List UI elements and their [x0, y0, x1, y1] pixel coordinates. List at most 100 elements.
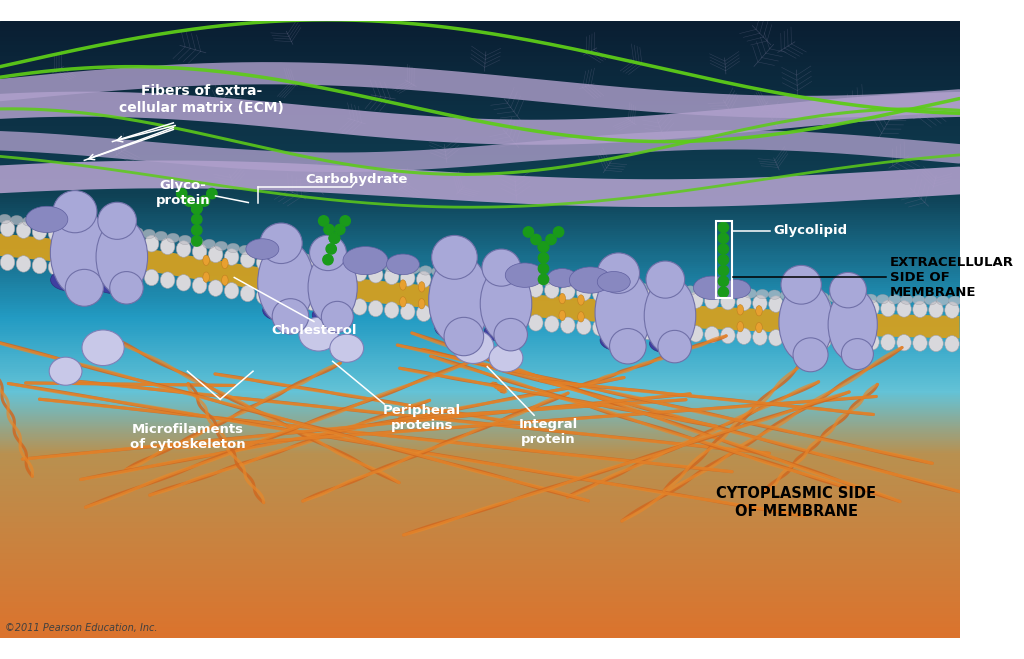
Ellipse shape [321, 295, 335, 312]
Ellipse shape [251, 247, 263, 256]
Bar [0, 291, 959, 293]
Ellipse shape [780, 291, 793, 300]
Bar [0, 439, 959, 441]
Ellipse shape [453, 330, 494, 364]
Ellipse shape [23, 217, 35, 226]
Ellipse shape [644, 277, 695, 355]
Bar [0, 319, 959, 322]
Bar [0, 109, 959, 111]
Bar [0, 173, 959, 175]
Bar [0, 266, 959, 268]
Ellipse shape [482, 249, 520, 286]
Ellipse shape [443, 268, 456, 277]
Ellipse shape [309, 235, 346, 271]
Bar [0, 56, 959, 58]
Bar [0, 229, 959, 231]
Bar [0, 101, 959, 103]
Ellipse shape [449, 275, 463, 291]
Ellipse shape [817, 332, 831, 349]
Ellipse shape [864, 300, 880, 316]
Bar [0, 315, 959, 317]
Bar [0, 297, 959, 299]
Ellipse shape [595, 270, 651, 355]
Ellipse shape [672, 285, 685, 295]
Text: Integral
protein: Integral protein [518, 418, 578, 446]
Ellipse shape [781, 266, 821, 304]
Bar [0, 237, 959, 239]
Bar [0, 37, 959, 40]
Bar [0, 274, 959, 276]
Bar [0, 157, 959, 159]
Bar [0, 326, 959, 328]
Ellipse shape [705, 293, 719, 309]
Bar [0, 122, 959, 124]
Bar [0, 496, 959, 498]
Ellipse shape [324, 256, 336, 266]
Bar [0, 309, 959, 311]
Ellipse shape [258, 241, 314, 325]
Bar [0, 60, 959, 62]
Ellipse shape [215, 241, 227, 250]
Ellipse shape [849, 333, 863, 350]
Bar [0, 175, 959, 177]
Bar [0, 256, 959, 258]
Bar [0, 161, 959, 163]
Ellipse shape [497, 312, 511, 329]
Bar [0, 95, 959, 97]
Ellipse shape [828, 288, 878, 362]
Bar [0, 389, 959, 391]
Ellipse shape [227, 243, 240, 252]
Ellipse shape [155, 231, 167, 241]
Ellipse shape [58, 220, 71, 229]
Ellipse shape [833, 333, 847, 349]
Bar [0, 587, 959, 589]
Ellipse shape [50, 209, 109, 297]
Ellipse shape [552, 277, 564, 286]
Ellipse shape [624, 282, 637, 291]
Ellipse shape [289, 258, 303, 275]
Bar [0, 519, 959, 521]
Circle shape [539, 274, 549, 285]
Bar [0, 206, 959, 208]
Bar [0, 27, 959, 29]
Bar [0, 233, 959, 235]
Bar [0, 58, 959, 60]
Bar [0, 132, 959, 134]
Bar [0, 47, 959, 49]
Ellipse shape [65, 260, 79, 277]
Circle shape [191, 204, 202, 214]
Bar [0, 426, 959, 428]
Ellipse shape [49, 357, 82, 386]
Bar [0, 84, 959, 86]
Ellipse shape [417, 272, 431, 288]
Ellipse shape [480, 277, 495, 294]
Bar [0, 525, 959, 527]
Ellipse shape [737, 304, 743, 315]
Bar [0, 212, 959, 214]
Bar [0, 606, 959, 608]
Bar [0, 399, 959, 401]
Bar [0, 542, 959, 544]
Bar [0, 358, 959, 360]
Bar [0, 424, 959, 426]
Ellipse shape [312, 306, 344, 324]
Ellipse shape [945, 302, 959, 318]
Ellipse shape [176, 241, 190, 257]
Bar [0, 148, 959, 150]
Bar [0, 344, 959, 346]
Ellipse shape [828, 293, 841, 302]
Ellipse shape [330, 334, 364, 362]
Bar [0, 381, 959, 383]
Ellipse shape [50, 269, 90, 291]
Ellipse shape [239, 245, 252, 254]
Bar [0, 23, 959, 25]
Ellipse shape [432, 273, 447, 289]
Bar [0, 628, 959, 630]
Bar [0, 91, 959, 93]
Bar [0, 577, 959, 579]
Bar [0, 459, 959, 461]
Circle shape [718, 254, 728, 265]
Ellipse shape [881, 334, 895, 351]
Bar [0, 364, 959, 366]
Ellipse shape [801, 331, 815, 348]
